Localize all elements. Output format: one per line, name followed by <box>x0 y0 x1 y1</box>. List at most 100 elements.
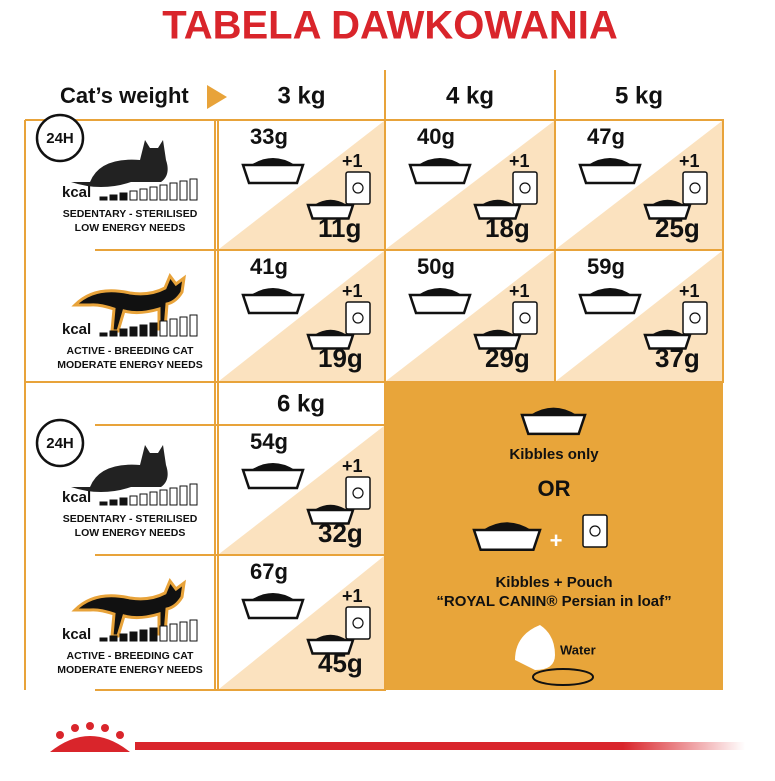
kcal-bar <box>109 330 118 337</box>
bowl-icon <box>578 163 642 185</box>
kibbles-dose: 59g <box>587 254 625 279</box>
legend-bowl-food <box>530 407 577 415</box>
pouch-icon <box>682 171 708 205</box>
kcal-bar <box>189 178 198 201</box>
kcal-bar <box>139 188 148 201</box>
mixed-dose: 19g <box>318 343 363 373</box>
kcal-bar <box>179 180 188 201</box>
cat-lying <box>71 140 168 187</box>
bowl-icon-food <box>418 158 462 165</box>
kcal-bar <box>179 316 188 337</box>
mixed-dose: 11g <box>318 213 361 243</box>
kibbles-dose: 67g <box>250 559 288 584</box>
mixed-dose: 29g <box>485 343 530 373</box>
extra-pouch: +1 <box>342 281 363 301</box>
mixed-dose: 25g <box>655 213 700 243</box>
profile-line2: LOW ENERGY NEEDS <box>75 222 186 234</box>
kcal-bar <box>99 196 108 201</box>
bowl-icon-food <box>251 463 295 470</box>
water-drop <box>515 625 555 670</box>
legend-plus: + <box>550 528 563 553</box>
kcal-bar <box>119 633 128 642</box>
kcal-bar <box>189 619 198 642</box>
legend-water: Water <box>560 642 596 657</box>
kcal-bar <box>169 487 178 506</box>
cat-lying <box>71 445 168 492</box>
kcal-bar <box>189 314 198 337</box>
bowl-icon <box>241 163 305 185</box>
extra-pouch: +1 <box>679 281 700 301</box>
kcal-bar <box>169 623 178 642</box>
pouch-icon-crown <box>352 617 364 629</box>
weight: 5 kg <box>615 82 663 109</box>
kcal-bar <box>139 629 148 642</box>
legend-bowl <box>472 528 542 552</box>
kcal-bar <box>159 625 168 642</box>
extra-pouch: +1 <box>509 281 530 301</box>
kcal-bar <box>129 631 138 642</box>
kibbles-dose: 50g <box>417 254 455 279</box>
legend-bowl-food <box>482 522 532 530</box>
clock-label: 24H <box>46 130 74 147</box>
pouch-icon <box>345 606 371 640</box>
kcal-bar <box>139 493 148 506</box>
kibbles-dose: 47g <box>587 124 625 149</box>
bowl-icon-small-food <box>651 199 684 205</box>
bowl-icon-food <box>418 288 462 295</box>
legend-pouch-crown <box>589 525 601 537</box>
bowl-icon-small-food <box>314 329 347 335</box>
legend-bowl <box>520 413 587 436</box>
weight: 3 kg <box>277 82 325 109</box>
extra-pouch: +1 <box>342 151 363 171</box>
cell-triangle <box>219 556 384 689</box>
mixed-dose: 45g <box>318 648 363 678</box>
brand-line <box>135 742 745 750</box>
kcal-bar <box>109 499 118 506</box>
kcal: kcal <box>62 626 91 643</box>
bowl-icon <box>241 468 305 490</box>
mixed-dose: 18g <box>485 213 530 243</box>
kibbles-dose: 41g <box>250 254 288 279</box>
pouch-icon <box>345 476 371 510</box>
kcal-bar <box>109 194 118 201</box>
arrow <box>207 85 227 109</box>
pouch-icon <box>345 171 371 205</box>
kcal-bar <box>129 190 138 201</box>
pouch-icon <box>512 301 538 335</box>
profile-line1: ACTIVE - BREEDING CAT <box>67 345 195 357</box>
profile-line2: LOW ENERGY NEEDS <box>75 527 186 539</box>
bowl-icon <box>241 598 305 620</box>
extra-pouch: +1 <box>509 151 530 171</box>
kcal-bar <box>169 182 178 201</box>
kcal-bar <box>149 322 158 337</box>
kcal-bar <box>99 637 108 642</box>
profile-line1: SEDENTARY - STERILISED <box>63 208 198 220</box>
kcal-bar <box>149 627 158 642</box>
bowl-icon-small-food <box>314 634 347 640</box>
bowl-icon-small-food <box>481 329 514 335</box>
kcal-bar <box>149 186 158 201</box>
legend-product: “ROYAL CANIN® Persian in loaf” <box>436 593 671 610</box>
extra-pouch: +1 <box>679 151 700 171</box>
pouch-icon-crown <box>689 182 701 194</box>
bowl-icon <box>241 293 305 315</box>
bowl-icon-food <box>251 593 295 600</box>
kcal-bar <box>169 318 178 337</box>
bowl-icon-small-food <box>651 329 684 335</box>
pouch-icon-crown <box>519 312 531 324</box>
kcal-bar <box>189 483 198 506</box>
kibbles-dose: 40g <box>417 124 455 149</box>
kibbles-dose: 33g <box>250 124 288 149</box>
kcal-bar <box>149 491 158 506</box>
profile-line1: ACTIVE - BREEDING CAT <box>67 650 195 662</box>
kcal-bar <box>119 497 128 506</box>
kcal-bar <box>109 635 118 642</box>
legend-pouch <box>582 514 608 548</box>
kcal-bar <box>129 495 138 506</box>
weight: 4 kg <box>446 82 494 109</box>
kcal-bar <box>119 328 128 337</box>
pouch-icon-crown <box>352 182 364 194</box>
kcal-bar <box>159 184 168 201</box>
pouch-icon-crown <box>352 312 364 324</box>
kcal: kcal <box>62 184 91 201</box>
